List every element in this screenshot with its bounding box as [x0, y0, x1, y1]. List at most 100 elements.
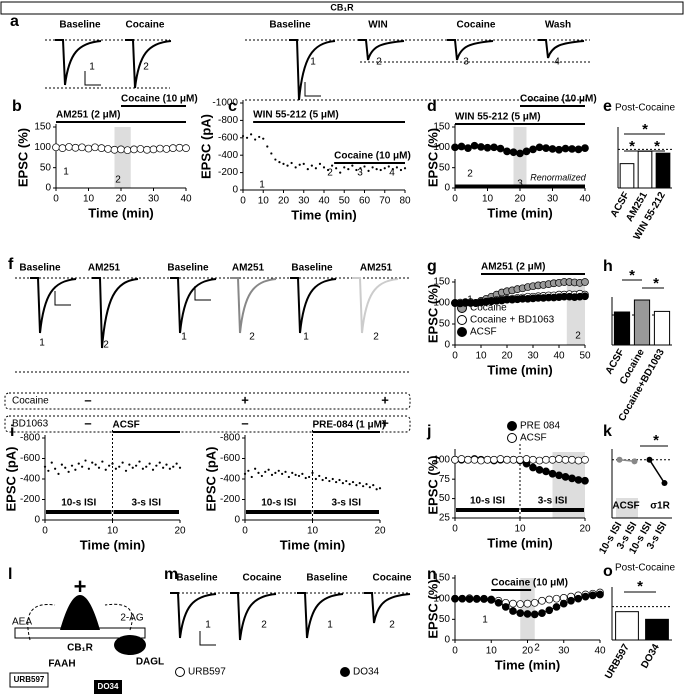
data-point [318, 162, 322, 165]
period-label: 3-s ISI [332, 498, 362, 509]
drug-label: AM251 (2 μM) [56, 110, 120, 121]
trace-label: Cocaine [457, 20, 496, 31]
panel-letter: o [603, 563, 613, 580]
data-point [561, 455, 570, 464]
data-point [162, 466, 165, 469]
y-tick-label: -800 [220, 433, 240, 444]
data-point [52, 143, 60, 152]
data-point [151, 468, 155, 471]
legend-label: DO34 [353, 667, 380, 678]
scale-bar [54, 291, 71, 306]
x-tick-label: 0 [452, 646, 458, 657]
data-point [308, 475, 311, 479]
trace-label: AM251 [232, 263, 265, 274]
period-bar [313, 510, 379, 514]
data-point [47, 469, 50, 472]
panel-letter: a [10, 13, 19, 30]
urb-box [9, 672, 49, 688]
data-point [324, 476, 328, 480]
data-point [535, 143, 544, 152]
x-tick-label: 40 [553, 351, 565, 362]
trace-label: 3 [463, 57, 469, 68]
y-tick-label: -400 [20, 474, 40, 485]
y-tick-label: 150 [433, 277, 450, 288]
data-point [331, 164, 334, 167]
pair-line [648, 459, 666, 484]
header-box [0, 1, 684, 15]
y-axis-label: EPSC (pA) [198, 114, 213, 179]
x-tick-label: 0 [452, 524, 458, 535]
diagram-label: CB₁R [67, 643, 94, 654]
x-tick-label: 10 [307, 526, 319, 537]
data-point [245, 136, 249, 139]
data-point [156, 144, 164, 153]
data-point [304, 476, 307, 480]
x-tick-label: 40 [594, 646, 606, 657]
data-point [121, 461, 124, 464]
data-point [351, 164, 354, 167]
data-point [270, 473, 274, 476]
data-point [148, 462, 151, 465]
y-tick-label: -800 [218, 115, 238, 126]
data-point [548, 455, 557, 464]
data-point [348, 483, 351, 486]
y-axis-label: EPSC (pA) [3, 447, 18, 512]
period-bar [456, 508, 519, 512]
data-point [542, 455, 550, 464]
data-point [535, 466, 544, 474]
row-box [4, 415, 411, 433]
y-axis-label: EPSC (%) [425, 579, 440, 638]
data-point [74, 468, 77, 471]
trace-label: 2 [389, 620, 395, 631]
data-point [278, 161, 281, 164]
y-tick-label: -200 [218, 167, 238, 178]
trace-label: Baseline [167, 263, 209, 274]
category-label: URB597 [603, 642, 632, 681]
note: 2 [534, 643, 540, 654]
panel-letter: e [603, 98, 612, 115]
note: 2 [467, 169, 473, 180]
trace [30, 277, 77, 334]
data-point [91, 461, 94, 464]
bar [633, 299, 651, 346]
data-point [472, 594, 481, 603]
trace [230, 592, 277, 641]
data-point [458, 594, 467, 603]
y-tick-label: -200 [220, 494, 240, 505]
y-tick-label: 50 [439, 493, 451, 504]
data-point [383, 167, 386, 170]
trace-label: Cocaine [373, 573, 412, 584]
data-point [130, 145, 138, 154]
data-point [274, 471, 277, 474]
y-tick-label: 75 [439, 474, 451, 485]
note: 2 [575, 331, 581, 342]
x-tick-label: 10 [514, 524, 526, 535]
drug-label: WIN 55-212 (5 μM) [253, 110, 339, 121]
data-point [165, 463, 168, 466]
data-point [596, 590, 604, 599]
y-tick-label: 150 [433, 573, 450, 584]
data-point [339, 171, 342, 174]
trace-label: 2 [376, 57, 382, 68]
data-point [487, 596, 496, 604]
y-axis-label: EPSC (%) [425, 128, 440, 187]
diagram-label: + [74, 574, 87, 599]
trace-label: 1 [327, 620, 333, 631]
trace [55, 39, 102, 86]
panel-letter: f [8, 256, 14, 273]
y-tick-label: 50 [439, 319, 451, 330]
x-tick-label: 70 [379, 196, 391, 207]
data-point [545, 595, 554, 604]
trace-label: Baseline [269, 20, 311, 31]
diagram-label: URB597 [14, 675, 45, 684]
x-axis-label: Time (min) [80, 537, 146, 552]
bar [645, 618, 669, 641]
note: * [642, 121, 648, 138]
data-point [501, 603, 510, 611]
trace [230, 277, 277, 334]
data-point [178, 466, 182, 469]
data-point [54, 467, 57, 470]
y-tick-label: 0 [45, 183, 51, 194]
data-point [464, 455, 472, 464]
